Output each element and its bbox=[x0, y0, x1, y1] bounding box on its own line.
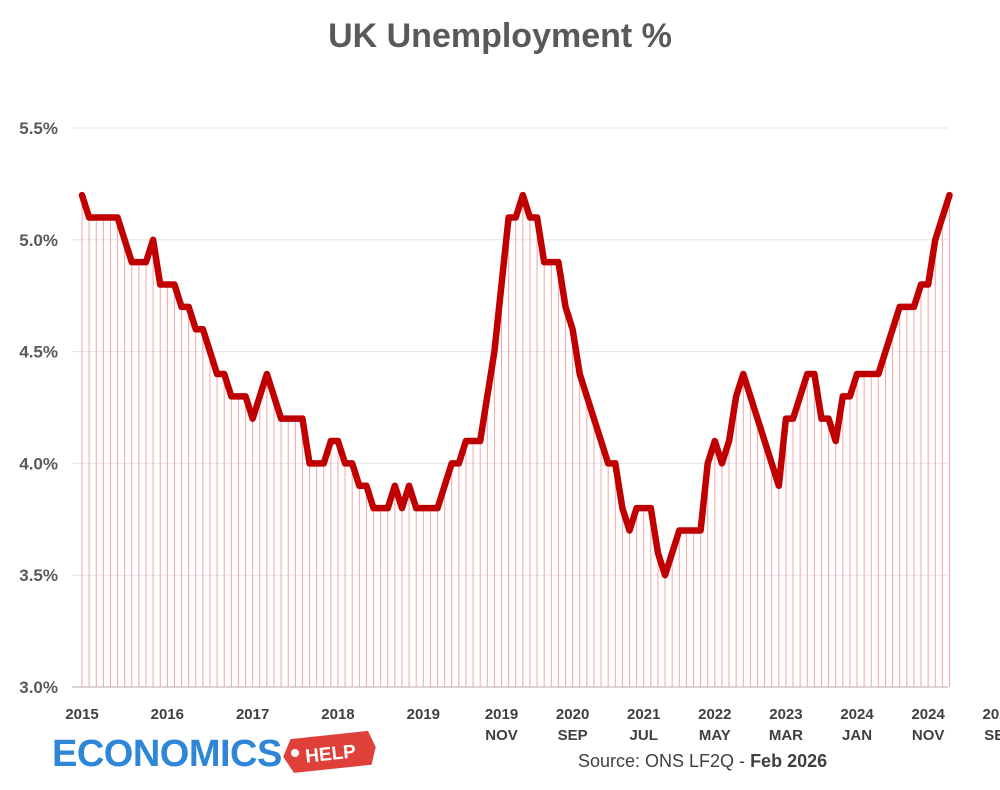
source-date: Feb 2026 bbox=[750, 751, 827, 771]
x-tick-year: 2024 bbox=[840, 706, 874, 723]
logo-text: ECONOMICS bbox=[52, 733, 282, 775]
x-tick-month: SEP bbox=[558, 727, 588, 744]
x-tick-month: MAR bbox=[769, 727, 803, 744]
x-tick-year: 2020 bbox=[556, 706, 589, 723]
economics-help-logo: ECONOMICS HELP bbox=[52, 730, 376, 775]
y-gridlines bbox=[72, 127, 948, 688]
logo-tag-hole-icon bbox=[291, 749, 299, 757]
y-tick-label: 5.5% bbox=[19, 119, 58, 138]
source-note: Source: ONS LF2Q - Feb 2026 bbox=[578, 751, 827, 771]
x-tick-year: 2018 bbox=[321, 706, 354, 723]
y-tick-label: 3.5% bbox=[19, 566, 58, 585]
x-axis-labels: 2015 2016 2017 2018 2019 2019 NOV 2020 SEP 2021 JU… bbox=[65, 706, 1000, 744]
x-tick-month: NOV bbox=[912, 727, 945, 744]
chart-title: UK Unemployment % bbox=[328, 17, 672, 55]
x-tick-year: 2023 bbox=[769, 706, 802, 723]
unemployment-line bbox=[78, 191, 953, 579]
x-tick-year: 2024 bbox=[911, 706, 945, 723]
y-tick-label: 4.5% bbox=[19, 343, 58, 362]
series-group bbox=[78, 191, 953, 687]
x-tick-year: 2017 bbox=[236, 706, 269, 723]
x-tick-year: 2022 bbox=[698, 706, 731, 723]
source-prefix: Source: ONS LF2Q - bbox=[578, 751, 750, 771]
x-tick-month: JAN bbox=[842, 727, 872, 744]
x-tick-year: 2021 bbox=[627, 706, 660, 723]
x-tick-month: JUL bbox=[630, 727, 658, 744]
x-tick-month: MAY bbox=[699, 727, 731, 744]
x-tick-month: SEP bbox=[984, 727, 1000, 744]
x-tick-year: 2025 bbox=[983, 706, 1000, 723]
x-tick-year: 2019 bbox=[485, 706, 518, 723]
y-axis-labels: 3.0% 3.5% 4.0% 4.5% 5.0% 5.5% bbox=[19, 119, 58, 697]
x-tick-year: 2019 bbox=[407, 706, 440, 723]
x-tick-year: 2016 bbox=[151, 706, 184, 723]
logo-tag-icon bbox=[283, 730, 376, 773]
x-tick-year: 2015 bbox=[65, 706, 98, 723]
y-tick-label: 5.0% bbox=[19, 231, 58, 250]
y-tick-label: 4.0% bbox=[19, 454, 58, 473]
x-tick-month: NOV bbox=[485, 727, 518, 744]
y-tick-label: 3.0% bbox=[19, 678, 58, 697]
